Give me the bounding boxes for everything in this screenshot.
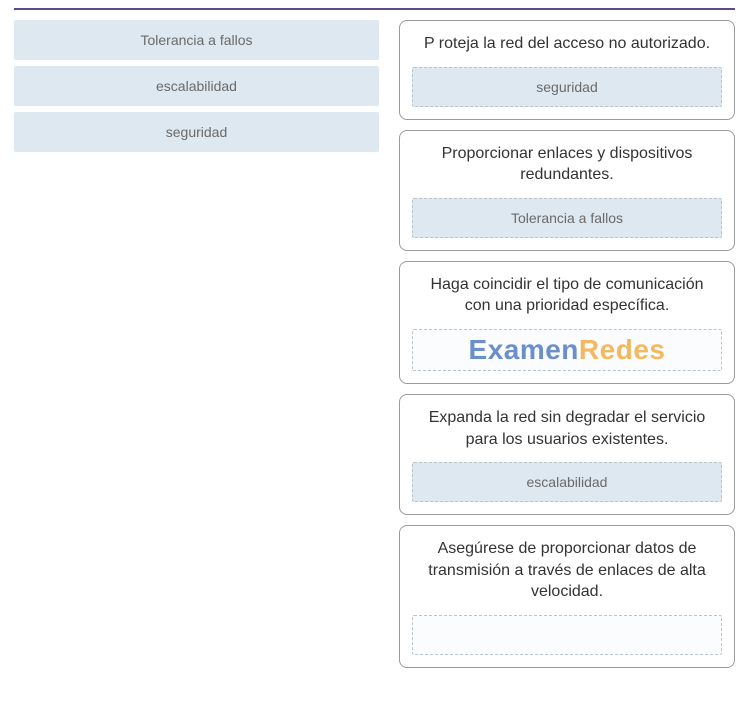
drag-item[interactable]: escalabilidad [14, 66, 379, 106]
drop-slot[interactable]: seguridad [412, 67, 722, 107]
watermark-text-2: Redes [579, 334, 666, 365]
drop-card: Proporcionar enlaces y dispositivos redu… [399, 130, 735, 251]
drop-target-column: P roteja la red del acceso no autorizado… [399, 20, 735, 668]
drop-prompt: P roteja la red del acceso no autorizado… [412, 31, 722, 67]
top-divider [14, 8, 735, 10]
drop-slot[interactable] [412, 615, 722, 655]
drop-slot-watermark[interactable]: ExamenRedes [412, 329, 722, 371]
drag-item[interactable]: seguridad [14, 112, 379, 152]
drop-card: P roteja la red del acceso no autorizado… [399, 20, 735, 120]
drop-prompt: Proporcionar enlaces y dispositivos redu… [412, 141, 722, 198]
drop-prompt: Expanda la red sin degradar el servicio … [412, 405, 722, 462]
drop-card: Expanda la red sin degradar el servicio … [399, 394, 735, 515]
drag-item[interactable]: Tolerancia a fallos [14, 20, 379, 60]
matching-exercise: Tolerancia a fallos escalabilidad seguri… [14, 20, 735, 668]
drop-prompt: Haga coincidir el tipo de comunicación c… [412, 272, 722, 329]
drag-source-column: Tolerancia a fallos escalabilidad seguri… [14, 20, 379, 152]
drop-prompt: Asegúrese de proporcionar datos de trans… [412, 536, 722, 615]
drop-slot[interactable]: Tolerancia a fallos [412, 198, 722, 238]
watermark-text-1: Examen [469, 334, 579, 365]
drop-slot[interactable]: escalabilidad [412, 462, 722, 502]
drop-card: Haga coincidir el tipo de comunicación c… [399, 261, 735, 384]
drop-card: Asegúrese de proporcionar datos de trans… [399, 525, 735, 668]
